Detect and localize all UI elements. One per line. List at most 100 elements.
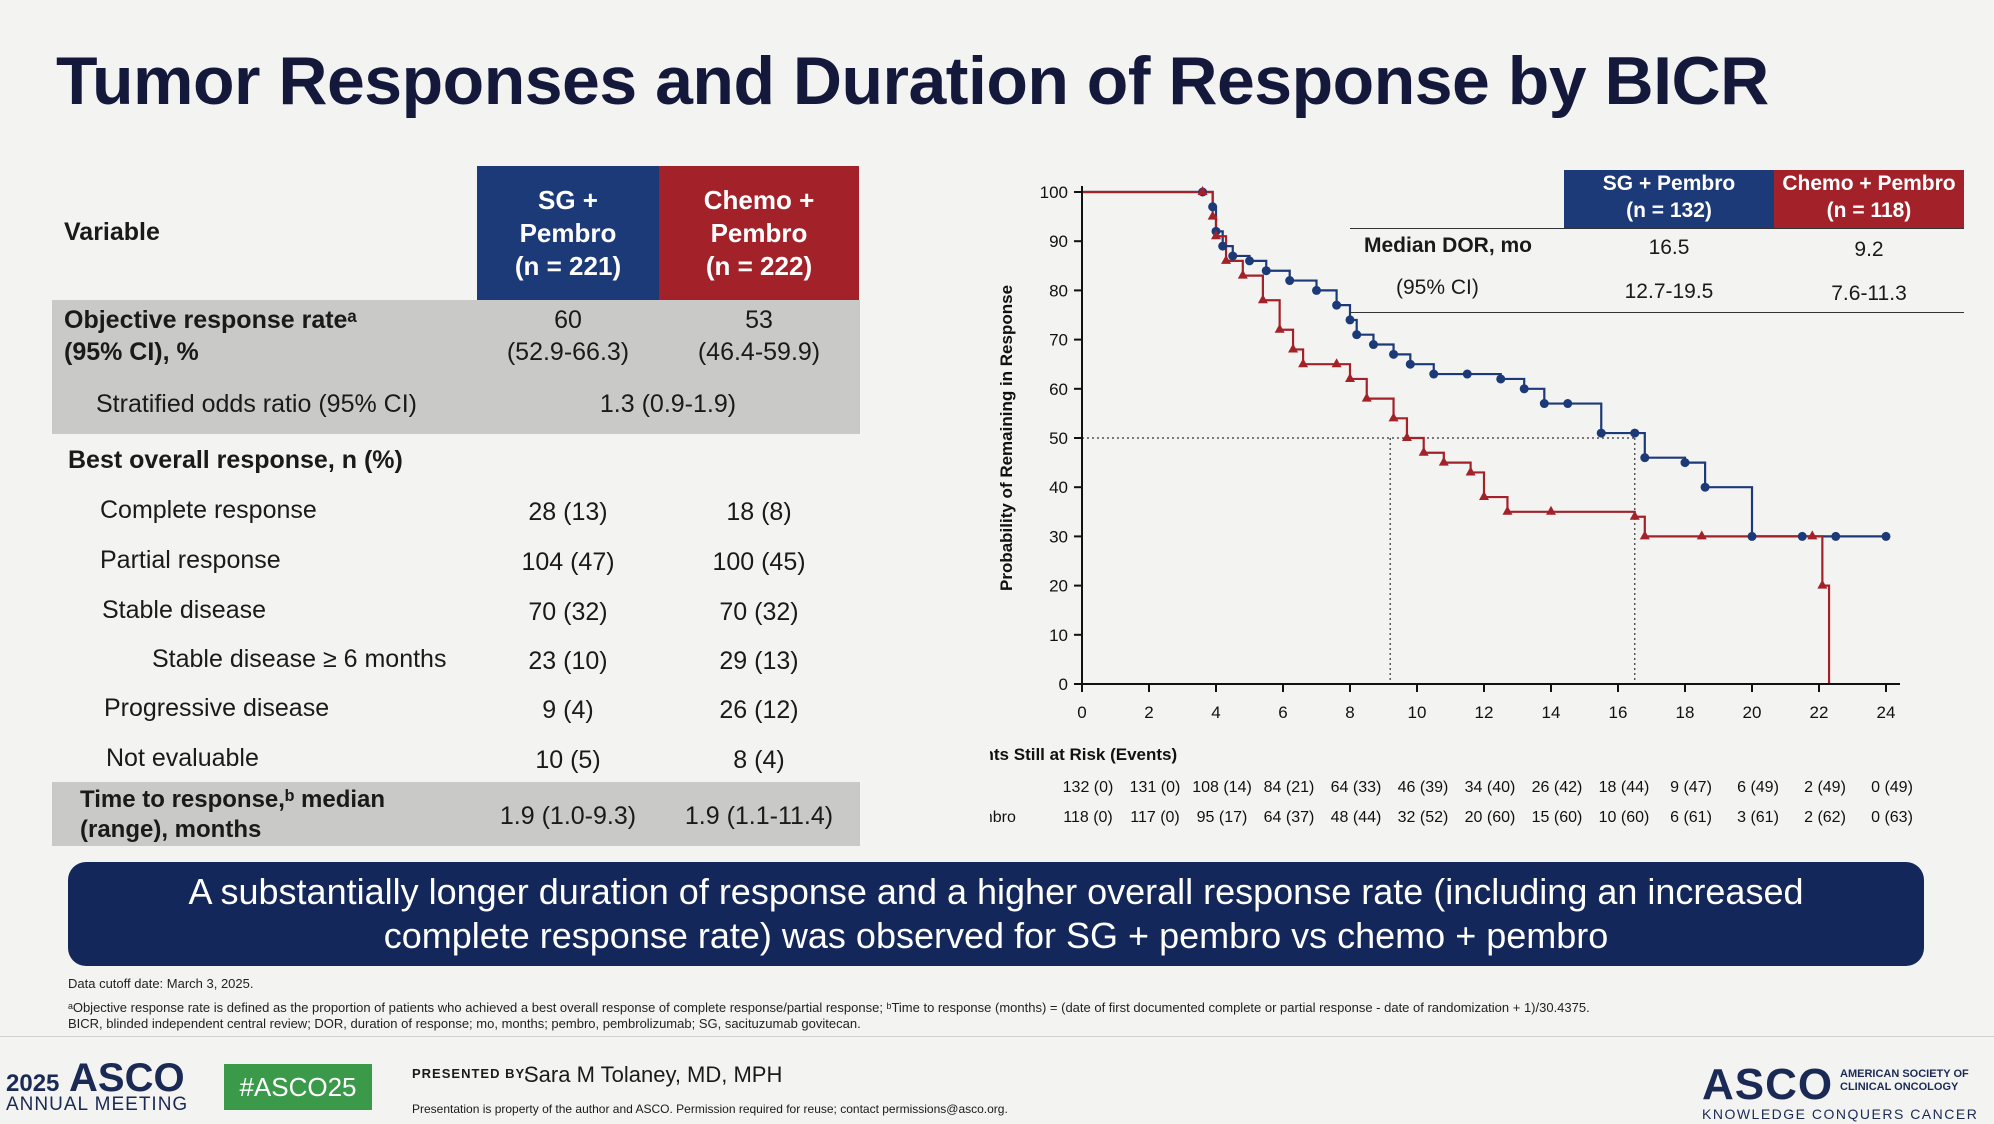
row-sg: 23 (10) [528,647,608,675]
dor-table: SG + Pembro (n = 132) Chemo + Pembro (n … [1350,170,1970,320]
ttr-label-line1: Time to response,ᵇ median [80,786,386,813]
sg-censor-marker [1596,428,1606,438]
x-tick-label: 22 [1810,703,1829,722]
row-label: Partial response [100,546,281,574]
asco-logo: ASCO [1702,1060,1834,1109]
chemo-censor-marker [1438,456,1449,466]
dor-sg-header: SG + Pembro (n = 132) [1564,170,1774,228]
sg-censor-marker [1462,369,1472,379]
y-axis-label: Probability of Remaining in Response [997,285,1016,591]
ttr-chemo: 1.9 (1.1-11.4) [684,802,834,830]
risk-value: 84 (21) [1264,779,1315,796]
risk-value: 131 (0) [1130,779,1181,796]
risk-value: 0 (63) [1871,809,1913,826]
footer-divider [0,1036,1994,1037]
sg-censor-marker [1218,241,1228,251]
orr-label-line2: (95% CI), % [64,338,199,366]
dor-chemo-header: Chemo + Pembro (n = 118) [1774,170,1964,228]
risk-value: 132 (0) [1063,779,1114,796]
orr-sg-value: 60 [554,306,582,334]
chemo-censor-marker [1479,491,1489,501]
chemo-censor-marker [1418,446,1429,456]
chemo-censor-marker [1388,412,1399,422]
bor-label: Best overall response, n (%) [68,446,403,474]
chemo-header-line: Pembro [710,217,808,248]
y-tick-label: 50 [1049,429,1068,448]
risk-value: 48 (44) [1331,809,1382,826]
dor-sg-header-line: (n = 132) [1626,199,1712,222]
meeting-year: 2025 [6,1070,60,1097]
chemo-header-line: Chemo + [703,184,815,215]
y-tick-label: 20 [1049,577,1068,596]
row-sg: 104 (47) [521,548,615,576]
risk-value: 108 (14) [1192,779,1252,796]
sg-censor-marker [1228,251,1238,261]
row-chemo: 29 (13) [719,647,799,675]
sg-censor-marker [1519,384,1529,394]
orr-label-line1: Objective response rateᵃ [64,306,357,334]
risk-value: 3 (61) [1737,809,1779,826]
dor-ci-label: (95% CI) [1396,276,1479,299]
row-sg: 28 (13) [528,498,608,526]
sg-header-line: Pembro [519,217,617,248]
chemo-censor-marker [1288,343,1299,353]
presenter-name: Sara M Tolaney, MD, MPH [524,1062,783,1087]
sg-pembro-header: SG + Pembro (n = 221) [477,166,659,300]
risk-value: 0 (49) [1871,779,1913,796]
y-tick-label: 30 [1049,527,1068,546]
risk-value: 15 (60) [1532,809,1583,826]
chemo-censor-marker [1211,230,1221,240]
risk-value: 18 (44) [1599,779,1650,796]
x-tick-label: 24 [1877,703,1896,722]
risk-value: 95 (17) [1197,809,1248,826]
x-tick-label: 10 [1408,703,1427,722]
dor-ci-chemo: 7.6-11.3 [1831,282,1907,305]
risk-value: 6 (61) [1670,809,1712,826]
risk-value: 26 (42) [1532,779,1583,796]
x-tick-label: 18 [1676,703,1695,722]
footnote-1: ᵃObjective response rate is defined as t… [68,1000,1590,1015]
risk-value: 34 (40) [1465,779,1516,796]
meeting-subtitle: ANNUAL MEETING [6,1094,189,1115]
odds-ratio-label: Stratified odds ratio (95% CI) [96,390,417,418]
sg-censor-marker [1405,359,1415,369]
chemo-censor-marker [1331,358,1342,368]
presented-by-label: PRESENTED BY: [412,1066,530,1081]
chemo-censor-marker [1696,530,1707,540]
risk-value: 64 (37) [1264,809,1315,826]
row-sg: 9 (4) [542,696,594,724]
chemo-censor-marker [1237,269,1248,279]
hashtag-badge: #ASCO25 [224,1064,372,1110]
sg-censor-marker [1630,428,1640,438]
sg-censor-marker [1429,369,1439,379]
risk-value: 46 (39) [1398,779,1449,796]
row-chemo: 18 (8) [726,498,792,526]
dor-median-chemo: 9.2 [1854,238,1884,261]
meeting-logo: 2025 ASCO [6,1056,185,1101]
orr-band [52,300,860,434]
sg-header-line: SG + [538,184,598,215]
sg-censor-marker [1368,340,1378,350]
chemo-censor-marker [1639,530,1650,540]
sg-censor-marker [1332,300,1342,310]
chemo-censor-marker [1401,432,1412,441]
risk-value: 2 (62) [1804,809,1846,826]
x-tick-label: 6 [1278,703,1287,722]
orr-sg-ci: (52.9-66.3) [506,338,630,366]
chemo-censor-marker [1361,392,1372,402]
risk-value: 32 (52) [1398,809,1449,826]
dor-median-label: Median DOR, mo [1364,234,1533,257]
risk-value: 118 (0) [1063,809,1113,826]
property-notice: Presentation is property of the author a… [412,1102,1008,1116]
chemo-pembro-header: Chemo + Pembro (n = 222) [659,166,859,300]
chemo-censor-marker [1817,579,1828,589]
asco-org-name: AMERICAN SOCIETY OF CLINICAL ONCOLOGY [1840,1068,1969,1093]
sg-censor-marker [1680,458,1690,468]
chemo-censor-marker [1257,294,1268,304]
chemo-censor-marker [1629,510,1640,520]
y-tick-label: 90 [1049,232,1068,251]
dor-sg-header-line: SG + Pembro [1602,172,1736,195]
row-sg: 70 (32) [528,598,608,626]
y-tick-label: 100 [1040,183,1068,202]
ttr-label-line2: (range), months [80,816,262,843]
